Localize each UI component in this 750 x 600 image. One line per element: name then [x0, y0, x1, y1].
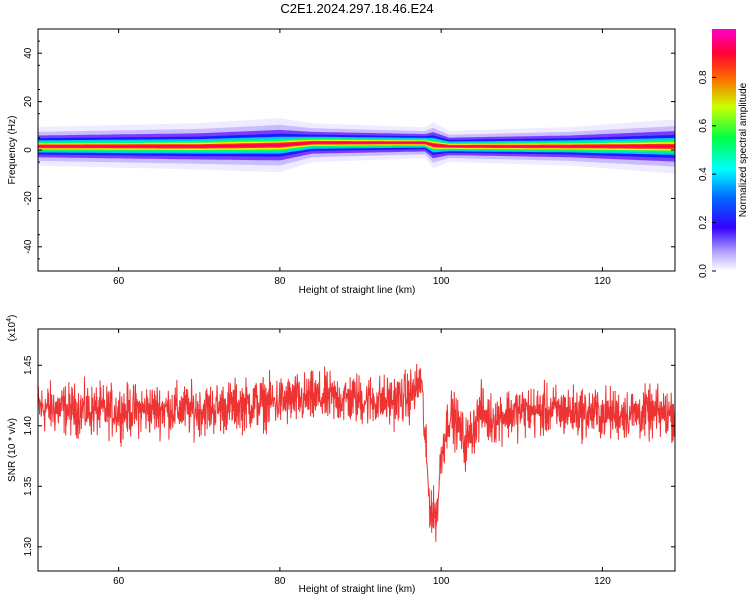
y-tick-label: 1.40 [23, 416, 34, 436]
x-tick-label: 100 [433, 276, 450, 287]
x-tick-label: 60 [113, 276, 125, 287]
snr-scale-exponent: 4 [6, 318, 13, 322]
snr-panel: 60 80 100 120 1.30 1.35 1.40 1.45 Height of st… [6, 315, 676, 595]
snr-y-axis: 1.30 1.35 1.40 1.45 [23, 355, 675, 557]
colorbar-label: Normalized spectral amplitude [738, 82, 749, 217]
spectrogram-y-axis: -40 -20 0 20 40 [23, 40, 675, 260]
y-tick-label: 1.45 [23, 355, 34, 375]
colorbar-tick-label: 0.4 [698, 167, 709, 181]
x-tick-label: 80 [274, 576, 286, 587]
snr-x-axis: 60 80 100 120 [113, 329, 611, 587]
spectrogram-y-label: Frequency (Hz) [7, 116, 18, 185]
snr-frame [37, 328, 676, 572]
colorbar-tick-label: 0.2 [698, 215, 709, 229]
colorbar: 0.0 0.2 0.4 0.6 0.8 Normalized spectral ampl… [698, 29, 749, 278]
colorbar-tick-label: 0.8 [698, 70, 709, 84]
spectrogram-band-level-8 [38, 141, 675, 148]
y-tick-label: 20 [23, 96, 34, 108]
y-tick-label: -40 [23, 239, 34, 254]
spectrogram-x-label: Height of straight line (km) [299, 285, 416, 296]
x-tick-label: 60 [113, 576, 125, 587]
spectrogram-panel: 60 80 100 120 -40 -20 0 20 40 Height of straigh… [7, 28, 676, 296]
x-tick-label: 120 [594, 276, 611, 287]
spectrogram-plot-area [38, 118, 675, 174]
colorbar-ticks: 0.0 0.2 0.4 0.6 0.8 [698, 70, 716, 278]
y-tick-label: 0 [23, 147, 34, 153]
snr-scale-note: (x104) [6, 315, 18, 342]
y-tick-label: 40 [23, 47, 34, 59]
snr-series-line [38, 363, 675, 542]
y-tick-label: 1.35 [23, 476, 34, 496]
x-tick-label: 120 [594, 576, 611, 587]
colorbar-tick-label: 0.6 [698, 118, 709, 132]
colorbar-tick-label: 0.0 [698, 264, 709, 278]
spectrogram-x-axis: 60 80 100 120 [113, 29, 611, 287]
figure-title: C2E1.2024.297.18.46.E24 [280, 1, 433, 16]
snr-x-label: Height of straight line (km) [299, 584, 416, 595]
colorbar-gradient [712, 29, 736, 271]
y-tick-label: 1.30 [23, 537, 34, 557]
y-tick-label: -20 [23, 191, 34, 206]
x-tick-label: 100 [433, 576, 450, 587]
x-tick-label: 80 [274, 276, 286, 287]
snr-y-label: SNR (10 * v/v) [7, 418, 18, 482]
